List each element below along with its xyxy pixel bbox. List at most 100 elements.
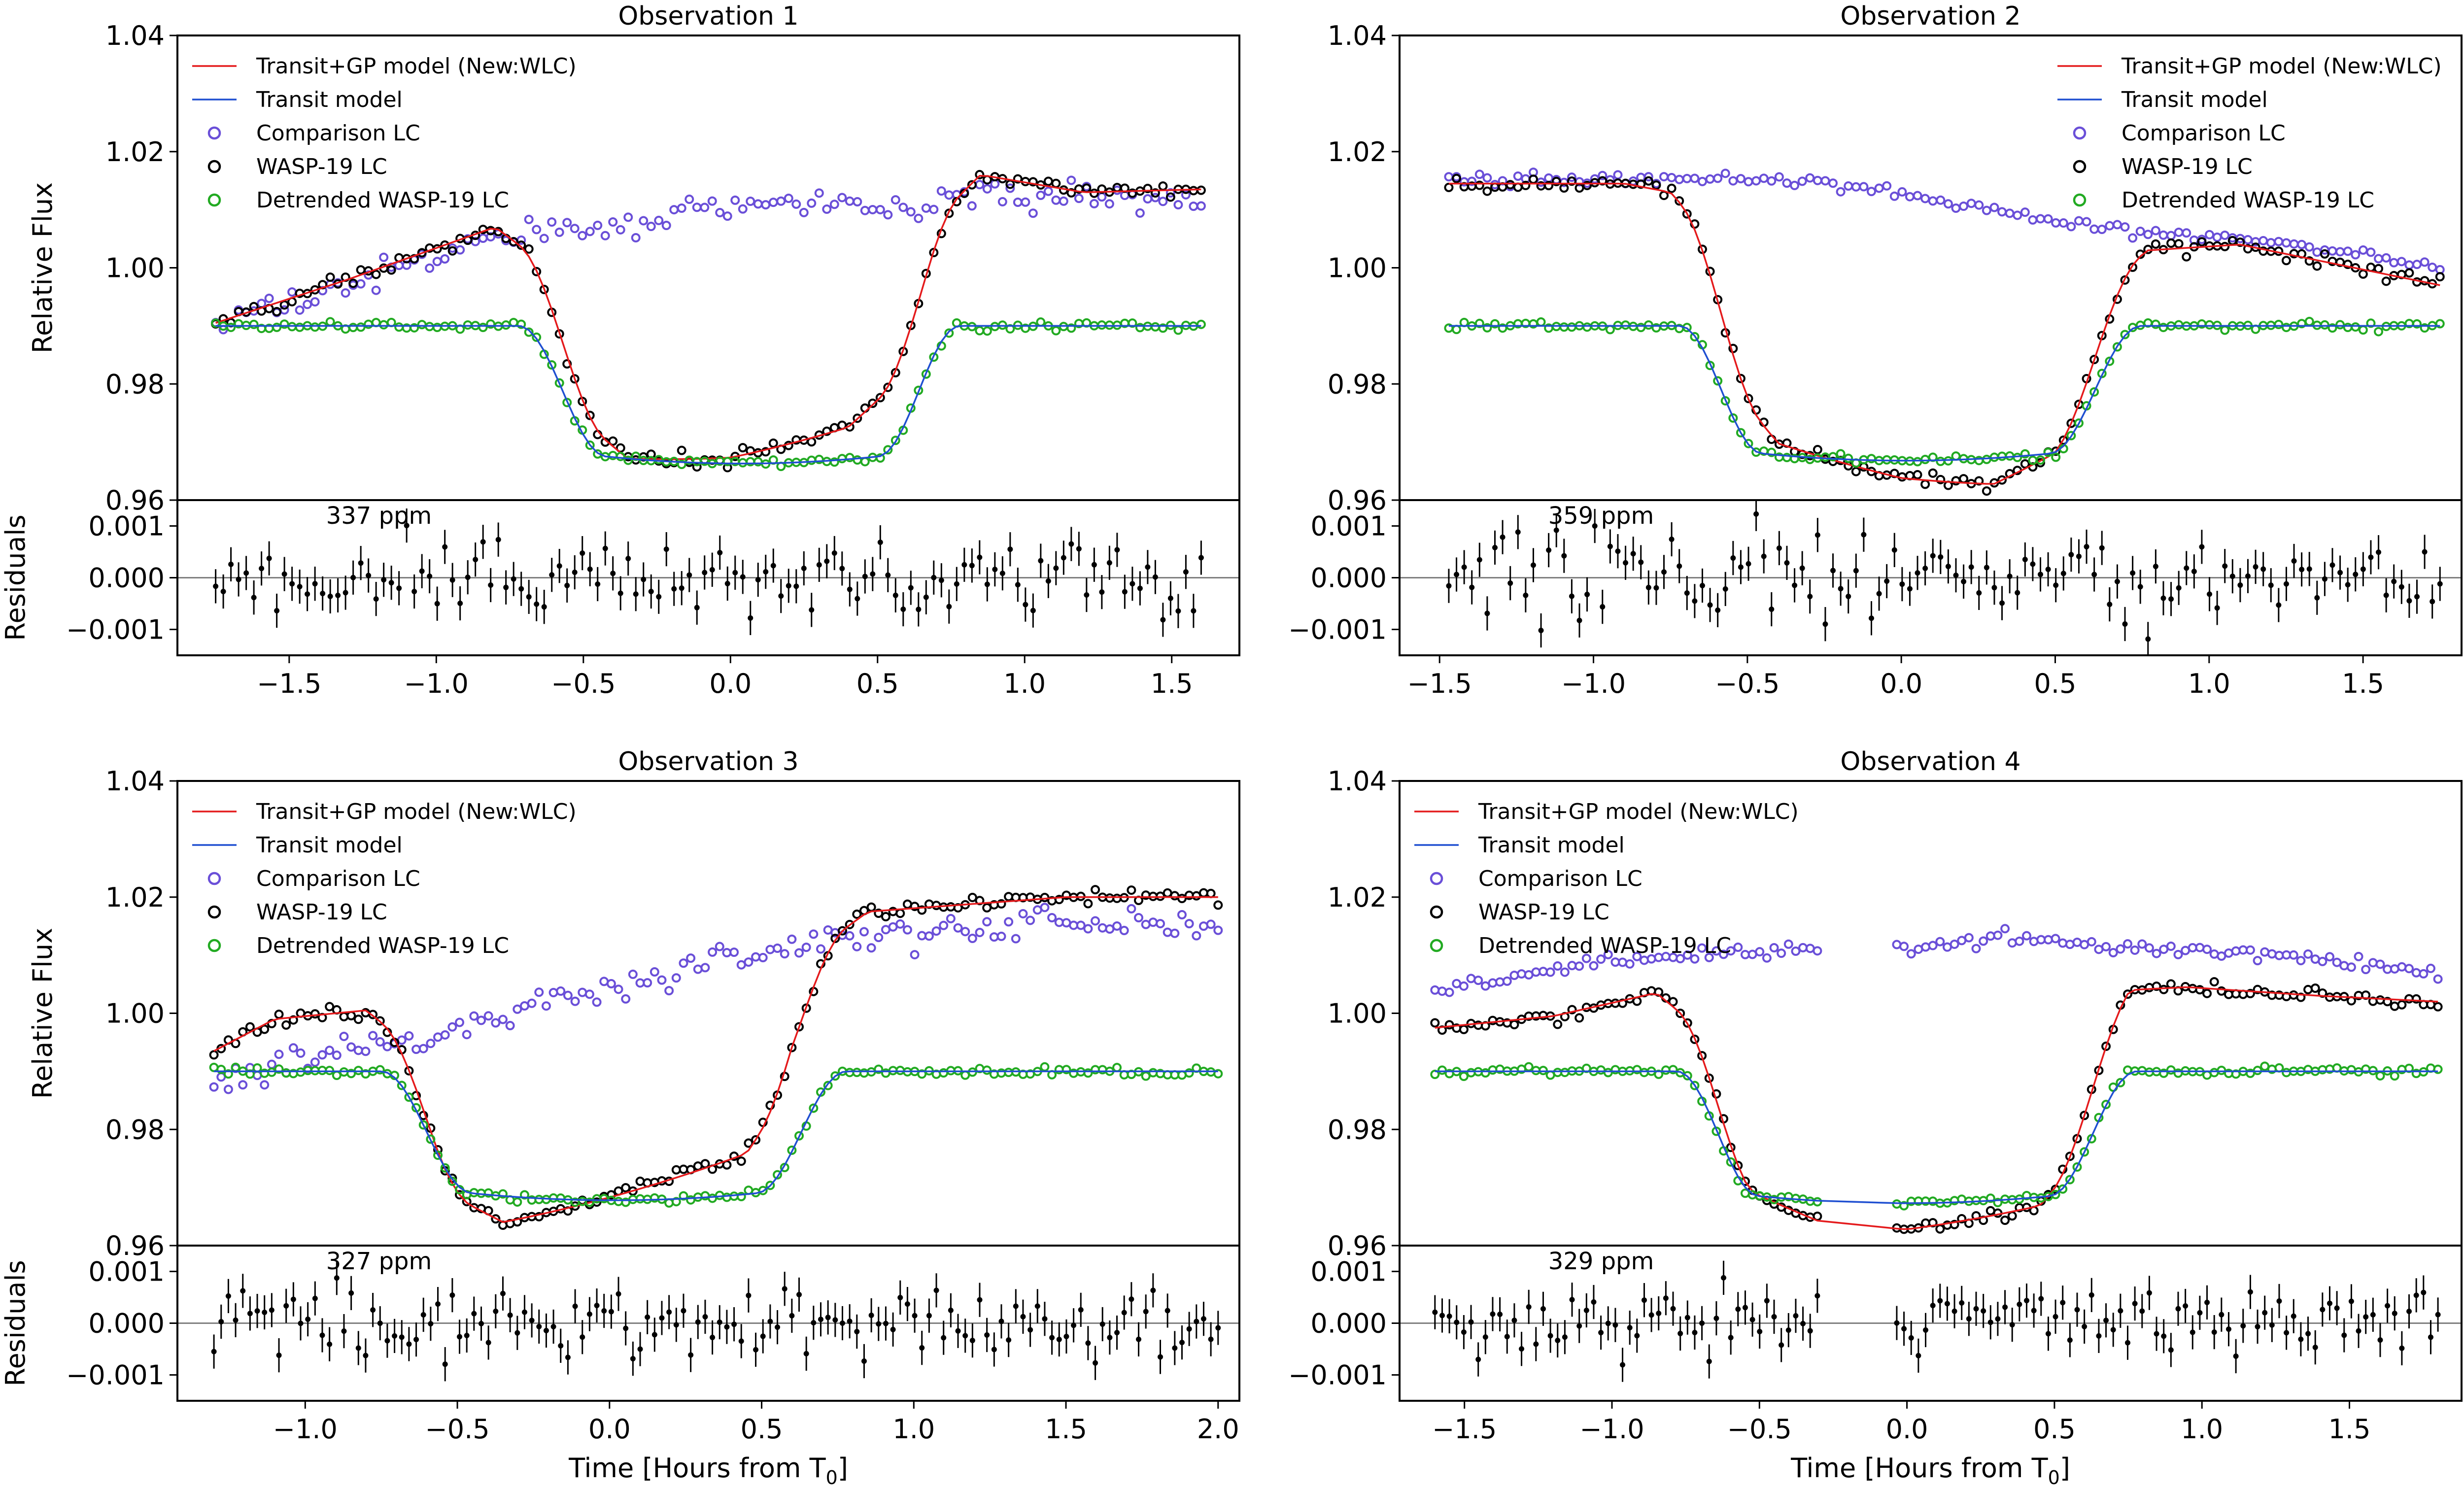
comparison-lc-point [296,1048,306,1058]
wasp19-lc-point [1544,181,1554,191]
transit-model-line [215,325,1201,465]
wasp19-lc-point [2166,238,2176,248]
comparison-lc-point [1013,198,1023,207]
detrended-wasp19-point [226,322,236,332]
residual-point [543,1328,549,1334]
x-tick-label: 2.0 [1197,1414,1239,1445]
comparison-lc-point [1156,919,1165,929]
residual-point [1853,568,1859,574]
residual-point [897,1294,903,1300]
residual-point [778,593,784,599]
comparison-lc-point [2143,230,2153,239]
residual-point [740,574,746,580]
residual-point [1167,595,1173,601]
wasp19-lc-point [1950,1219,1959,1229]
comparison-lc-point [853,197,862,206]
residual-point [1612,1322,1618,1328]
comparison-lc-point [274,1049,284,1059]
detrended-wasp19-point [2433,1064,2443,1074]
residual-point [2030,561,2036,567]
detrended-wasp19-point [860,457,870,467]
detrended-wasp19-point [2065,1175,2075,1184]
residual-point [1432,1309,1438,1315]
residual-point [2345,582,2351,588]
detrended-wasp19-point [1985,1193,1995,1203]
detrended-wasp19-point [2020,449,2030,459]
detrended-wasp19-point [1083,1068,1093,1078]
residual-point [2225,1326,2231,1332]
detrended-wasp19-point [2390,1071,2399,1081]
comparison-lc-point [2281,238,2291,248]
residual-point [464,1333,470,1339]
detrended-wasp19-point [883,445,893,455]
detrended-wasp19-point [1135,323,1145,333]
residual-point [1728,1335,1734,1341]
detrended-wasp19-point [677,459,686,469]
residual-point [2145,636,2151,642]
comparison-lc-point [975,180,985,190]
rms-label: 359 ppm [1548,502,1654,530]
y-tick-label: 1.04 [1328,766,1387,797]
comparison-lc-point [953,923,963,933]
detrended-wasp19-point [1866,454,1876,464]
residual-point [1923,1327,1929,1333]
residual-point [1605,1320,1611,1326]
detrended-wasp19-point [519,1190,529,1200]
wasp19-lc-point [1089,188,1099,198]
comparison-lc-point [1971,944,1981,953]
wasp19-lc-point [996,899,1006,909]
residual-point [1492,544,1498,550]
comparison-lc-point [2130,945,2140,955]
res-y-tick-label: 0.000 [88,563,165,594]
residual-point [1968,564,1974,570]
residual-point [1793,1313,1799,1319]
transit-gp-model-line [213,896,1218,1223]
comparison-lc-point [1596,954,1606,964]
residual-point [2406,1309,2412,1315]
residual-point [630,1356,636,1362]
residual-point [428,1321,434,1327]
comparison-lc-point [257,299,267,308]
detrended-wasp19-point [332,1070,342,1080]
comparison-lc-point [539,234,549,243]
detrended-wasp19-point [410,323,419,333]
residual-point [580,550,585,556]
comparison-lc-point [898,203,908,212]
comparison-lc-point [562,218,572,228]
comparison-lc-point [310,1057,320,1067]
residual-point [220,588,226,594]
residual-point [1576,617,1582,623]
wasp19-lc-point [2159,984,2169,994]
residual-point [2299,567,2305,573]
legend-marker [207,872,221,885]
residual-point [2015,590,2020,596]
residual-point [2168,1347,2174,1353]
detrended-wasp19-point [2282,1068,2292,1078]
residual-point [1876,591,1882,597]
comparison-lc-point [2029,937,2039,947]
wasp19-lc-point [1598,176,1608,186]
wasp19-lc-point [2381,276,2391,286]
wasp19-lc-point [1567,176,1576,186]
residual-point [1987,1319,1993,1325]
residual-point [1738,564,1744,570]
wasp19-lc-point [2296,992,2306,1002]
residual-point [1186,1326,1192,1332]
residual-point [2197,1310,2203,1316]
residual-point [1961,578,1967,584]
wasp19-lc-point [1553,1019,1563,1029]
residual-point [269,1307,274,1313]
residual-point [335,592,341,598]
wasp19-lc-point [1668,997,1678,1007]
residual-point [341,1328,347,1334]
x-tick-label: −0.5 [1715,668,1780,699]
residual-point [679,585,684,591]
residual-point [731,1321,737,1327]
wasp19-lc-point [1513,182,1523,192]
detrended-wasp19-point [1636,323,1646,333]
residual-point [1634,1333,1640,1339]
comparison-lc-point [914,213,924,223]
res-y-tick-label: 0.001 [1310,1256,1387,1287]
residual-point [2312,1345,2318,1351]
comparison-lc-point [1196,201,1206,211]
